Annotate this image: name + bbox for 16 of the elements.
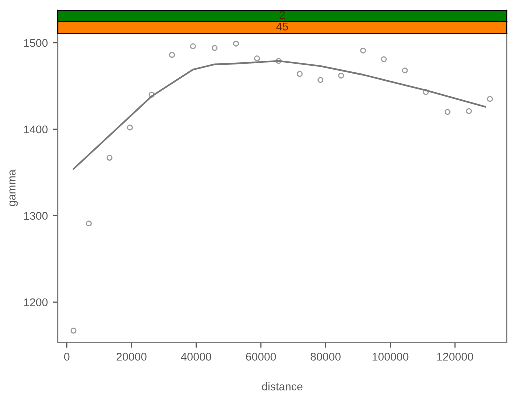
- y-tick-label: 1300: [24, 212, 48, 220]
- x-axis-title: distance: [262, 382, 303, 391]
- y-tick-label: 1500: [24, 39, 48, 48]
- x-tick-label: 80000: [310, 353, 341, 361]
- x-tick-label: 40000: [181, 353, 212, 361]
- chart-subtitle: 45: [276, 22, 288, 31]
- x-tick-label: 60000: [246, 353, 276, 361]
- x-tick-label: 0: [64, 353, 70, 361]
- x-tick-label: 20000: [116, 353, 147, 361]
- x-tick-label: 120000: [438, 353, 474, 361]
- y-tick-label: 1400: [24, 126, 48, 134]
- line-series: [72, 60, 486, 170]
- y-axis-title: gamma: [10, 170, 18, 206]
- chart-title: 2: [280, 11, 286, 20]
- y-tick-label: 1200: [24, 298, 48, 307]
- x-tick-label: 100000: [372, 353, 409, 361]
